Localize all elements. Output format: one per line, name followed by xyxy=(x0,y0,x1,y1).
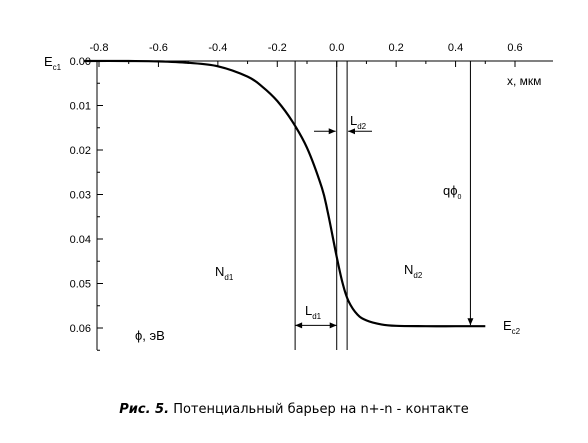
nd1-label: Nd1 xyxy=(215,264,234,282)
y-axis-label: ϕ, эВ xyxy=(135,328,165,343)
figure-caption: Рис. 5. Потенциальный барьер на n+-n - к… xyxy=(0,402,588,417)
potential-curve xyxy=(84,59,486,328)
x-tick-label: -0.4 xyxy=(208,42,227,54)
ec1-label: Ec1 xyxy=(44,54,62,72)
ld1-label: Ld1 xyxy=(305,303,322,321)
x-tick-label: 0.4 xyxy=(448,42,463,54)
qphi-label: qϕ0 xyxy=(443,183,462,201)
caption-text: Потенциальный барьер на n+-n - контакте xyxy=(173,402,469,417)
caption-label: Рис. 5. xyxy=(119,402,170,417)
y-tick-label: 0.01 xyxy=(70,101,91,113)
axes: -0.8 -0.6 -0.4 -0.2 0.0 0.2 0.4 0.6 x, мкм 0.00 0.… xyxy=(70,42,553,351)
x-tick-label: -0.8 xyxy=(90,42,109,54)
figure: -0.8 -0.6 -0.4 -0.2 0.0 0.2 0.4 0.6 x, мкм 0.00 0.… xyxy=(44,42,553,351)
x-tick-label: -0.2 xyxy=(268,42,287,54)
y-tick-label: 0.02 xyxy=(70,145,91,157)
junction-lines xyxy=(294,61,348,350)
x-tick-label: 0.0 xyxy=(329,42,344,54)
y-tick-label: 0.00 xyxy=(70,56,91,68)
y-tick-label: 0.06 xyxy=(70,323,91,335)
barrier-curve xyxy=(84,59,486,328)
ld2-label: Ld2 xyxy=(350,113,367,131)
y-tick-label: 0.03 xyxy=(70,190,91,202)
annotations: Ec1 Ec2 Nd1 Nd2 Ld1 Ld2 qϕ0 xyxy=(44,54,521,336)
x-tick-label: 0.6 xyxy=(507,42,522,54)
x-tick-label: -0.6 xyxy=(149,42,168,54)
y-tick-label: 0.05 xyxy=(70,279,91,291)
ec2-label: Ec2 xyxy=(503,318,521,336)
y-tick-label: 0.04 xyxy=(70,234,91,246)
x-axis-label: x, мкм xyxy=(507,74,541,88)
nd2-label: Nd2 xyxy=(404,262,423,280)
x-tick-label: 0.2 xyxy=(388,42,403,54)
